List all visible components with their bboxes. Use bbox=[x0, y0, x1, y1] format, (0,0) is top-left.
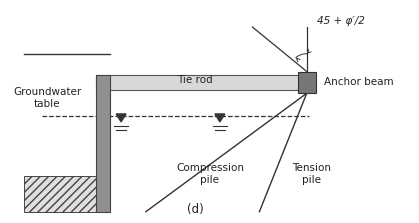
Bar bbox=[24, 176, 96, 212]
Text: Tie rod: Tie rod bbox=[177, 75, 213, 85]
Polygon shape bbox=[215, 114, 225, 122]
Polygon shape bbox=[116, 114, 126, 122]
Bar bbox=[96, 75, 110, 212]
Bar bbox=[298, 72, 316, 93]
Text: Groundwater
table: Groundwater table bbox=[13, 87, 81, 109]
Text: Tension
pile: Tension pile bbox=[292, 163, 331, 185]
Bar bbox=[96, 75, 309, 90]
Text: 45 + φ′/2: 45 + φ′/2 bbox=[317, 16, 365, 26]
Text: Anchor beam: Anchor beam bbox=[323, 77, 393, 87]
Text: (d): (d) bbox=[187, 203, 204, 216]
Text: Compression
pile: Compression pile bbox=[176, 163, 244, 185]
